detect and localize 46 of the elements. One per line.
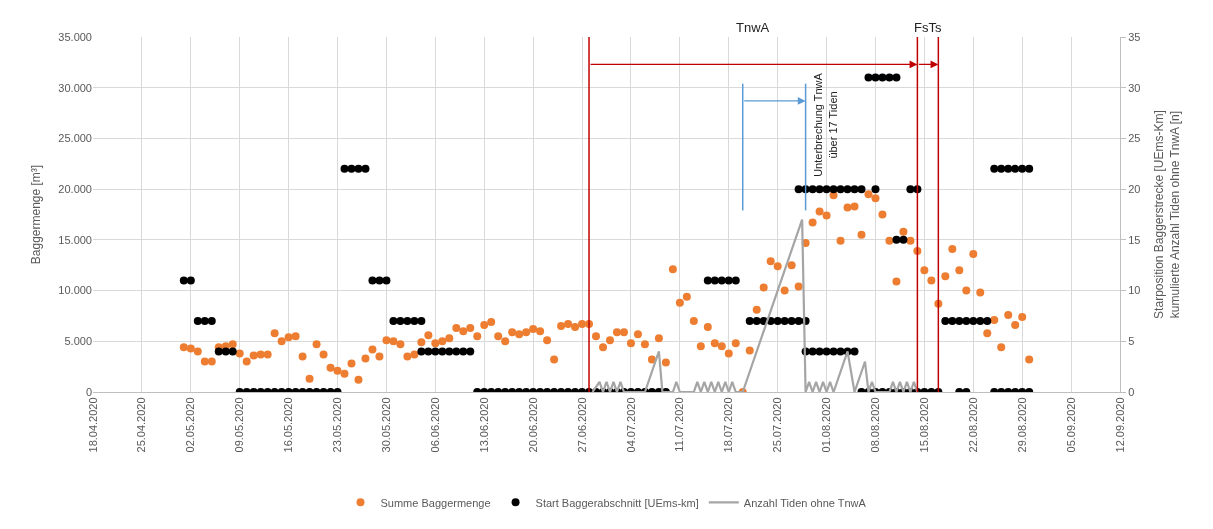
x-tick-label: 16.05.2020 (282, 397, 295, 453)
x-tick-label: 04.07.2020 (624, 397, 637, 453)
y2-tick-label: 30 (1128, 81, 1141, 94)
y2-tick-label: 25 (1128, 132, 1141, 145)
x-tick-label: 11.07.2020 (673, 397, 686, 452)
x-tick-label: 25.07.2020 (771, 397, 784, 453)
x-tick-label: 01.08.2020 (820, 397, 833, 453)
y2-tick-label: 5 (1128, 335, 1135, 348)
y-tick-label: 10.000 (58, 284, 92, 297)
y-tick-label: 5.000 (64, 335, 92, 348)
x-tick-label: 06.06.2020 (428, 397, 441, 453)
y-tick-label: 25.000 (58, 132, 92, 145)
y-tick-label: 0 (85, 385, 92, 398)
x-tick-label: 02.05.2020 (184, 397, 197, 453)
y2-tick-label: 10 (1128, 284, 1141, 297)
x-tick-label: 25.04.2020 (135, 397, 148, 453)
text: TnwA (736, 20, 770, 35)
y-axis-title: Baggermenge [m³] (28, 164, 43, 265)
y2-tick-label: 35 (1128, 30, 1141, 43)
y2-tick-label: 20 (1128, 182, 1141, 195)
legend-label: Anzahl Tiden ohne TnwA (743, 496, 867, 509)
x-tick-label: 29.08.2020 (1015, 397, 1028, 453)
x-tick-label: 08.08.2020 (869, 397, 882, 453)
legend-label: Summe Baggermenge (380, 496, 491, 509)
x-tick-label: 09.05.2020 (233, 397, 246, 453)
y2-tick-label: 0 (1128, 385, 1135, 398)
x-tick-label: 30.05.2020 (380, 397, 393, 453)
y2-axis-title: Starposition Baggerstrecke [UEms-Km] kumulierte Anzahl Tiden ohne TnwA [n] (1152, 110, 1182, 319)
x-tick-label: 18.04.2020 (86, 397, 99, 453)
y-tick-label: 30.000 (58, 81, 92, 94)
y-tick-label: 20.000 (58, 182, 92, 195)
x-tick-label: 12.09.2020 (1113, 397, 1126, 453)
x-tick-label: 23.05.2020 (331, 397, 344, 453)
legend-label: Start Baggerabschnitt [UEms-km] (535, 496, 699, 509)
x-tick-label: 22.08.2020 (966, 397, 979, 453)
x-tick-label: 05.09.2020 (1064, 397, 1077, 453)
text: FsTs (914, 20, 942, 35)
x-tick-label: 20.06.2020 (526, 397, 539, 453)
x-tick-label: 15.08.2020 (917, 397, 930, 453)
x-tick-label: 18.07.2020 (722, 397, 735, 453)
x-tick-label: 13.06.2020 (477, 397, 490, 453)
y2-tick-label: 15 (1128, 233, 1141, 246)
annotation: Unterbrechung TnwA über 17 Tiden (812, 72, 839, 177)
y-tick-label: 35.000 (58, 30, 92, 43)
y-tick-label: 15.000 (58, 233, 92, 246)
x-tick-label: 27.06.2020 (575, 397, 588, 453)
